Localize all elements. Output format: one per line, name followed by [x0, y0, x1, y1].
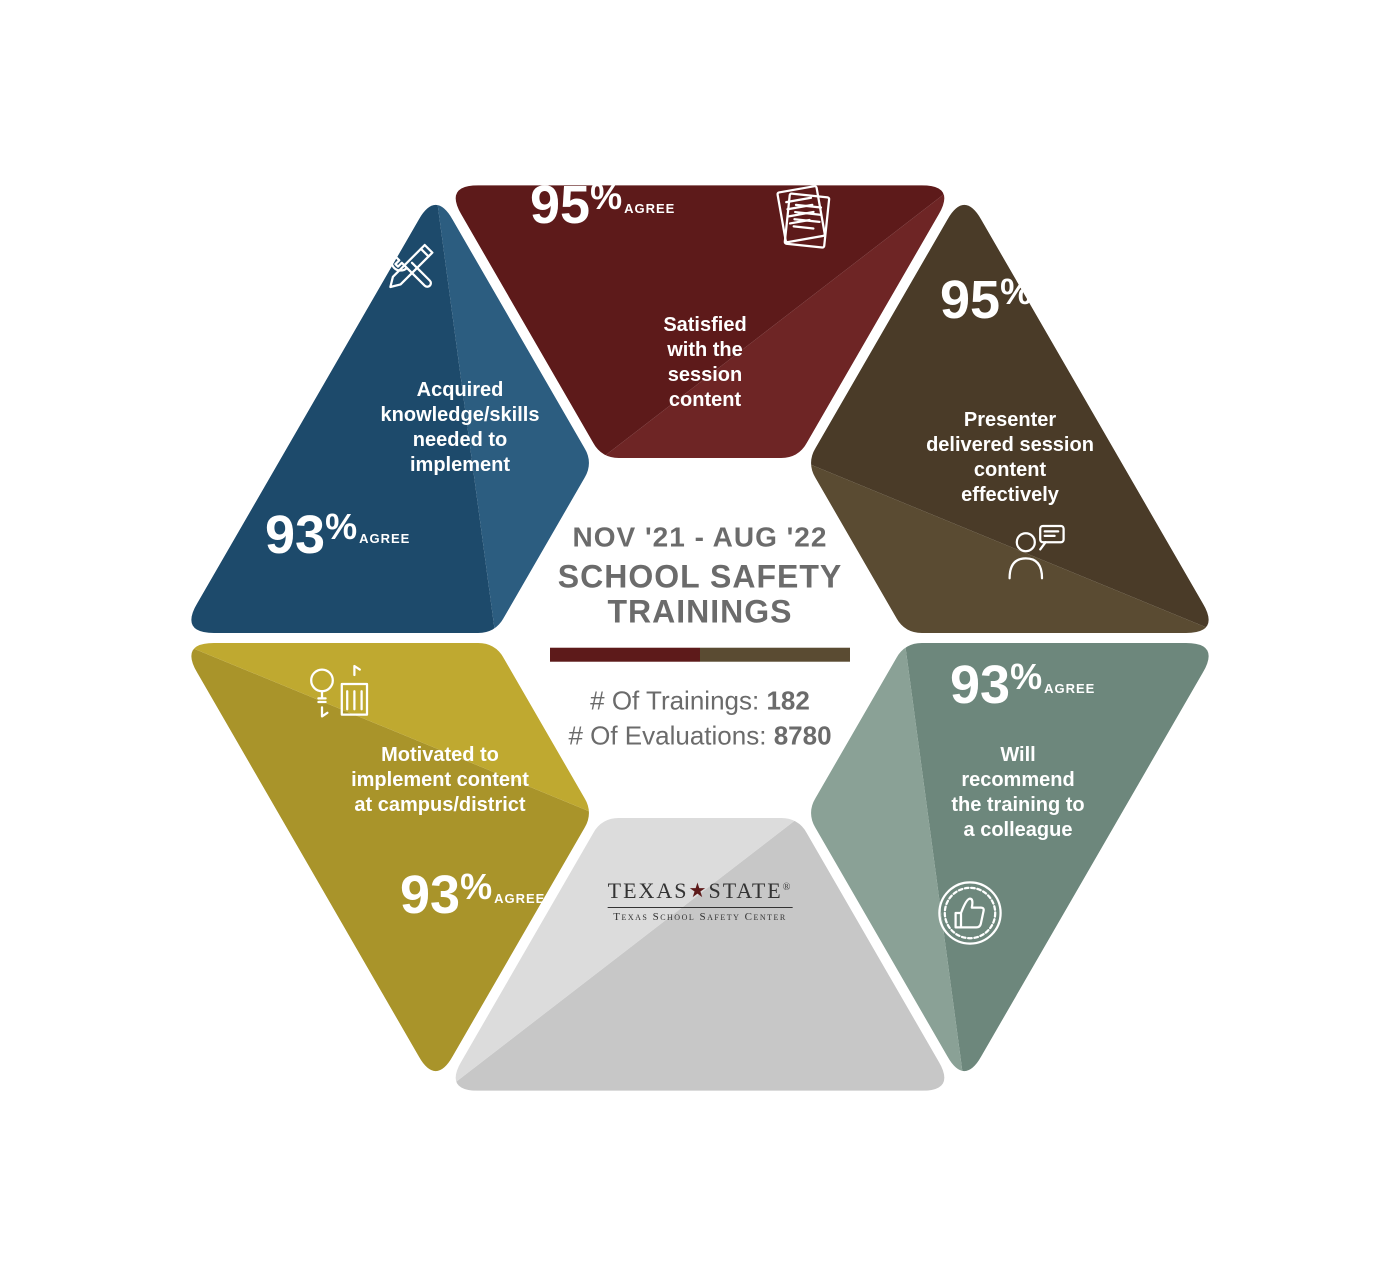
main-title: SCHOOL SAFETY TRAININGS — [520, 559, 880, 629]
evaluations-count: # Of Evaluations: 8780 — [520, 719, 880, 754]
logo: TEXAS★STATE® Texas School Safety Center — [608, 878, 793, 923]
center-info: NOV '21 - AUG '22 SCHOOL SAFETY TRAINING… — [520, 521, 880, 754]
logo-title: TEXAS★STATE® — [608, 878, 793, 904]
star-icon: ★ — [689, 880, 709, 902]
logo-subtitle: Texas School Safety Center — [608, 907, 793, 923]
date-range: NOV '21 - AUG '22 — [520, 521, 880, 553]
trainings-count: # Of Trainings: 182 — [520, 684, 880, 719]
divider-bar — [550, 648, 850, 662]
